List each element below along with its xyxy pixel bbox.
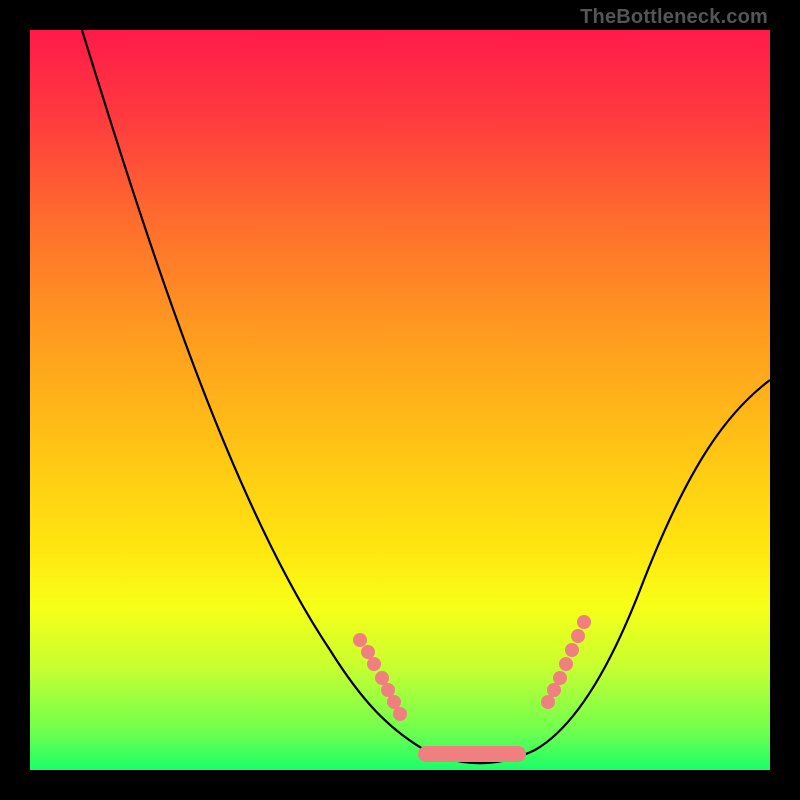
pink-marker <box>387 695 401 709</box>
pink-markers-left <box>353 633 407 721</box>
pink-marker <box>565 643 579 657</box>
pink-markers-right <box>541 615 591 709</box>
pink-marker <box>367 657 381 671</box>
chart-container: TheBottleneck.com <box>0 0 800 800</box>
watermark-text: TheBottleneck.com <box>580 6 768 29</box>
pink-marker <box>381 683 395 697</box>
bottleneck-curve <box>82 30 770 763</box>
pink-bottom-pill <box>418 746 526 762</box>
plot-area <box>30 30 770 770</box>
pink-marker <box>375 671 389 685</box>
pink-marker <box>559 657 573 671</box>
pink-marker <box>553 671 567 685</box>
pink-marker <box>541 695 555 709</box>
pink-marker <box>361 645 375 659</box>
chart-svg <box>30 30 770 770</box>
pink-marker <box>547 683 561 697</box>
pink-marker <box>571 629 585 643</box>
pink-marker <box>393 707 407 721</box>
pink-marker <box>353 633 367 647</box>
pink-marker <box>577 615 591 629</box>
